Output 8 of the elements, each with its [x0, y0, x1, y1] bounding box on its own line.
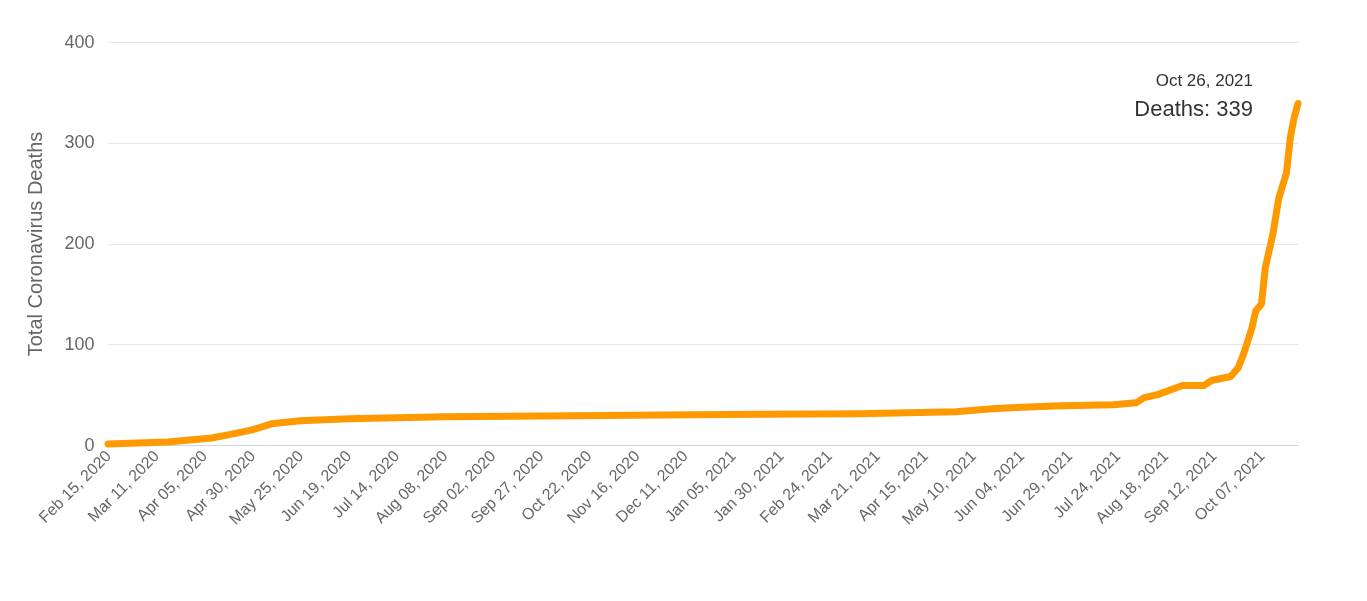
y-tick-label: 400	[64, 31, 95, 52]
annotation: Deaths: 339	[1134, 96, 1253, 122]
y-tick-label: 200	[64, 233, 95, 253]
y-tick-label: 100	[64, 333, 95, 354]
y-tick-label: 0	[84, 434, 95, 455]
y-axis-title: Total Coronavirus Deaths	[24, 131, 47, 357]
y-tick-label: 300	[64, 132, 95, 153]
annotation: Oct 26, 2021	[1155, 71, 1253, 91]
